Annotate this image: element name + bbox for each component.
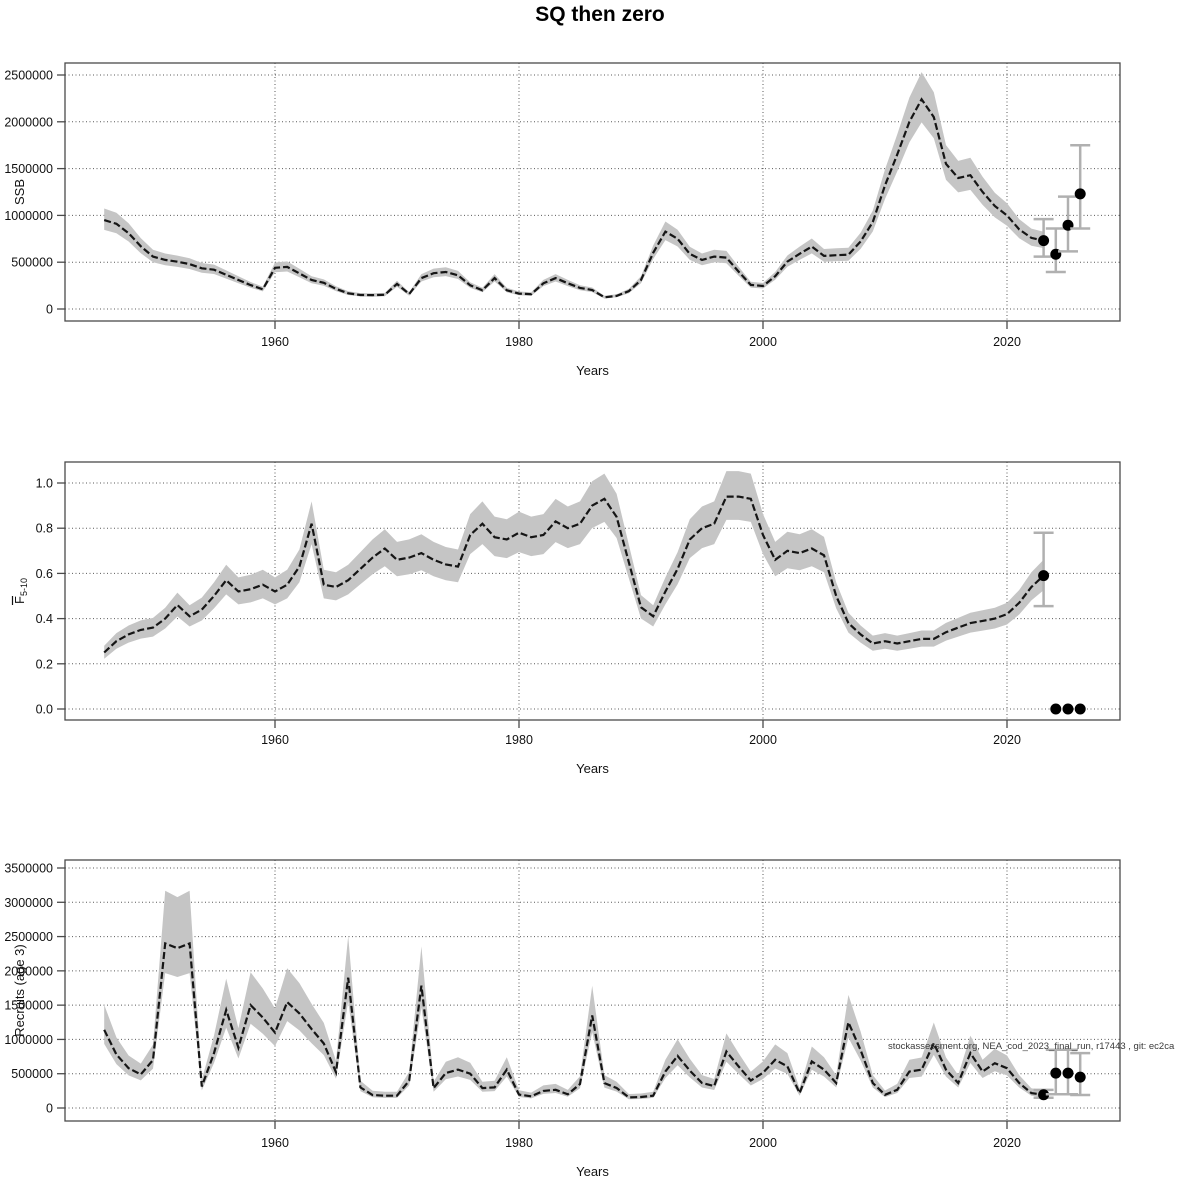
fbar-y-label: F5-10 [11,578,29,605]
svg-text:Recruits (age 3): Recruits (age 3) [12,944,27,1036]
fbar-panel: 0.0 0.2 0.4 0.6 0.8 1.0 1960 1980 2000 2020 Years F… [11,461,1121,776]
recruits-y-label: Recruits (age 3) [12,944,27,1036]
recruits-forecast-points [1033,1048,1091,1101]
svg-text:1960: 1960 [261,733,289,747]
svg-text:0: 0 [46,1102,53,1116]
recruits-plot-box [64,859,1121,1122]
svg-text:0.8: 0.8 [36,522,53,536]
ssb-point-2026 [1074,188,1086,200]
svg-text:2020: 2020 [993,1136,1021,1150]
svg-text:1000000: 1000000 [4,1033,53,1047]
ssb-plot-box [64,62,1121,322]
recruits-x-label: Years [576,1164,609,1179]
fbar-grid [65,462,1120,720]
fbar-series-line [103,495,1045,654]
ssb-x-label: Years [576,363,609,378]
svg-text:2000000: 2000000 [4,964,53,978]
svg-text:1980: 1980 [505,335,533,349]
ssb-series-line [103,97,1044,299]
svg-text:1980: 1980 [505,1136,533,1150]
svg-text:1960: 1960 [261,1136,289,1150]
svg-text:0.0: 0.0 [36,703,53,717]
svg-text:1000000: 1000000 [4,209,53,223]
svg-text:2000000: 2000000 [4,115,53,129]
svg-text:F5-10: F5-10 [12,578,29,604]
svg-text:2500000: 2500000 [4,930,53,944]
ssb-forecast-points [1033,143,1091,274]
fbar-point-2023 [1038,570,1050,582]
recruits-point-2025 [1062,1067,1074,1079]
svg-text:0.2: 0.2 [36,657,53,671]
svg-text:1500000: 1500000 [4,999,53,1013]
svg-text:3500000: 3500000 [4,862,53,876]
recruits-grid [65,860,1120,1121]
recruits-series-line [103,941,1044,1099]
svg-text:0.4: 0.4 [36,612,53,626]
recruits-y-axis: 0 500000 1000000 1500000 2000000 2500000 30000… [4,862,65,1116]
recruits-confidence-band [104,890,1044,1100]
svg-text:2000: 2000 [749,335,777,349]
svg-text:1.0: 1.0 [36,477,53,491]
fbar-x-label: Years [576,761,609,776]
fbar-confidence-band [104,471,1044,659]
svg-text:2020: 2020 [993,335,1021,349]
recruits-x-axis: 1960 1980 2000 2020 [261,1121,1021,1150]
svg-text:1500000: 1500000 [4,162,53,176]
svg-text:0: 0 [46,303,53,317]
svg-text:2000: 2000 [749,733,777,747]
ssb-grid [65,63,1120,321]
ssb-x-axis: 1960 1980 2000 2020 [261,321,1021,349]
fbar-point-2024 [1050,703,1062,715]
svg-text:1980: 1980 [505,733,533,747]
svg-text:2020: 2020 [993,733,1021,747]
fbar-plot-box [64,461,1121,721]
svg-text:2000: 2000 [749,1136,777,1150]
ssb-confidence-band [104,72,1044,299]
svg-text:1960: 1960 [261,335,289,349]
ssb-y-axis: 0 500000 1000000 1500000 2000000 2500000 [4,69,65,317]
fbar-x-axis: 1960 1980 2000 2020 [261,720,1021,747]
fbar-forecast-points [1033,531,1086,715]
svg-text:500000: 500000 [11,256,53,270]
svg-text:SSB: SSB [12,179,27,205]
recruits-point-2026 [1074,1071,1086,1083]
watermark-text: stockassessment.org, NEA_cod_2023_final_… [888,1041,1175,1052]
recruits-point-2024 [1050,1067,1062,1079]
recruits-panel: 0 500000 1000000 1500000 2000000 2500000 30000… [4,859,1121,1179]
svg-text:2500000: 2500000 [4,69,53,83]
recruits-point-2023 [1038,1089,1050,1101]
fbar-point-2025 [1062,703,1074,715]
svg-text:500000: 500000 [11,1067,53,1081]
ssb-point-2023 [1038,235,1050,247]
fbar-point-2026 [1074,703,1086,715]
fbar-y-axis: 0.0 0.2 0.4 0.6 0.8 1.0 [36,477,65,717]
svg-text:0.6: 0.6 [36,567,53,581]
svg-text:3000000: 3000000 [4,896,53,910]
chart-title: SQ then zero [535,3,665,26]
ssb-y-label: SSB [12,179,27,205]
